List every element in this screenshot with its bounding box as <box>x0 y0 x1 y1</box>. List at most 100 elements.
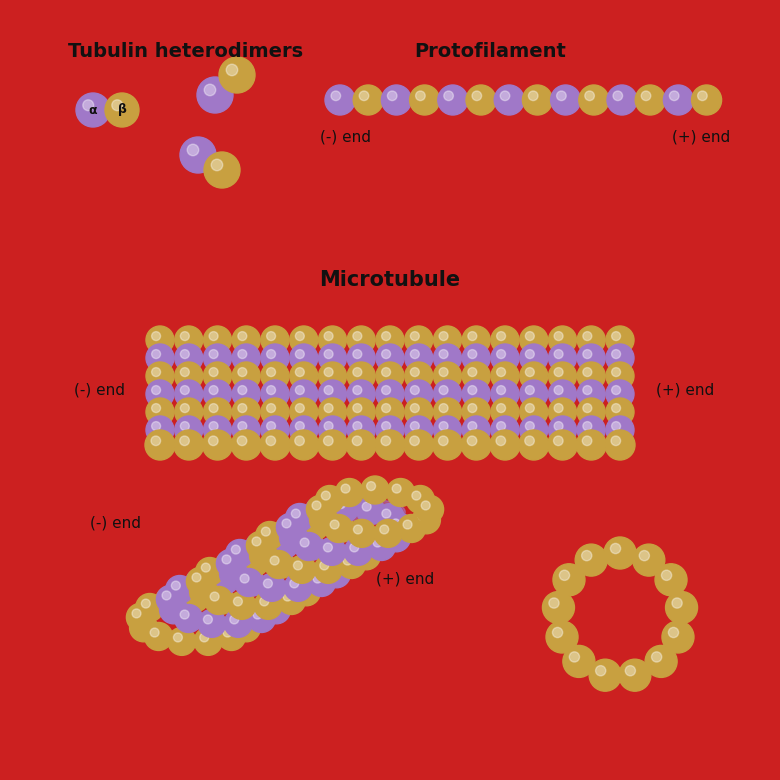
Circle shape <box>468 349 477 359</box>
Circle shape <box>296 403 304 413</box>
Circle shape <box>215 551 243 579</box>
Circle shape <box>212 592 221 601</box>
Circle shape <box>583 332 592 341</box>
Circle shape <box>559 570 569 580</box>
Circle shape <box>405 398 433 426</box>
Circle shape <box>665 591 697 623</box>
Circle shape <box>180 137 216 173</box>
Circle shape <box>260 430 290 460</box>
Circle shape <box>207 587 235 615</box>
Circle shape <box>216 549 244 577</box>
Circle shape <box>635 85 665 115</box>
Circle shape <box>264 579 272 588</box>
Circle shape <box>236 604 264 631</box>
Circle shape <box>151 422 161 431</box>
Circle shape <box>577 416 605 444</box>
Circle shape <box>160 596 187 624</box>
Circle shape <box>226 594 254 622</box>
Circle shape <box>324 403 333 413</box>
Circle shape <box>382 524 410 551</box>
Circle shape <box>376 380 404 408</box>
Circle shape <box>612 349 621 359</box>
Circle shape <box>316 485 344 513</box>
Circle shape <box>151 349 161 359</box>
Circle shape <box>577 326 605 354</box>
Circle shape <box>497 367 505 377</box>
Circle shape <box>258 573 285 601</box>
Circle shape <box>112 100 122 111</box>
Circle shape <box>367 481 375 491</box>
Circle shape <box>267 551 295 579</box>
Circle shape <box>392 484 401 493</box>
Circle shape <box>606 398 634 426</box>
Circle shape <box>312 501 321 510</box>
Circle shape <box>519 326 548 354</box>
Circle shape <box>175 604 203 633</box>
Circle shape <box>241 609 250 618</box>
Circle shape <box>548 430 577 460</box>
Circle shape <box>388 91 397 101</box>
Circle shape <box>410 403 420 413</box>
Circle shape <box>204 587 232 615</box>
Circle shape <box>225 566 234 574</box>
Circle shape <box>295 436 304 445</box>
Circle shape <box>175 362 203 390</box>
Circle shape <box>439 422 448 431</box>
Circle shape <box>577 344 605 372</box>
Circle shape <box>146 362 174 390</box>
Circle shape <box>145 430 175 460</box>
Circle shape <box>289 416 317 444</box>
Circle shape <box>186 590 196 598</box>
Circle shape <box>180 367 190 377</box>
Circle shape <box>232 599 241 608</box>
Circle shape <box>416 495 444 523</box>
Circle shape <box>232 398 261 426</box>
Circle shape <box>232 614 261 642</box>
Circle shape <box>439 332 448 341</box>
Circle shape <box>466 85 496 115</box>
Circle shape <box>261 398 289 426</box>
Circle shape <box>697 91 707 101</box>
Text: (-) end: (-) end <box>90 515 141 530</box>
Circle shape <box>324 422 333 431</box>
Circle shape <box>192 573 201 582</box>
Circle shape <box>548 380 576 408</box>
Circle shape <box>528 91 538 101</box>
Circle shape <box>204 84 216 96</box>
Circle shape <box>376 504 404 531</box>
Circle shape <box>260 597 269 606</box>
Circle shape <box>324 543 332 552</box>
Circle shape <box>325 85 355 115</box>
Circle shape <box>262 596 290 624</box>
Circle shape <box>353 85 383 115</box>
Circle shape <box>292 563 301 572</box>
Circle shape <box>278 587 306 615</box>
Circle shape <box>288 555 316 583</box>
Circle shape <box>606 344 634 372</box>
Circle shape <box>261 326 289 354</box>
Circle shape <box>318 326 346 354</box>
Circle shape <box>285 504 314 531</box>
Circle shape <box>606 380 634 408</box>
Circle shape <box>324 436 333 445</box>
Circle shape <box>497 403 505 413</box>
Text: (-) end: (-) end <box>75 382 126 398</box>
Circle shape <box>381 367 391 377</box>
Circle shape <box>175 416 203 444</box>
Circle shape <box>551 85 580 115</box>
Circle shape <box>604 537 636 569</box>
Circle shape <box>204 615 212 624</box>
Circle shape <box>398 515 425 542</box>
Circle shape <box>186 567 214 595</box>
Circle shape <box>583 349 592 359</box>
Circle shape <box>204 362 232 390</box>
Circle shape <box>439 367 448 377</box>
Circle shape <box>583 403 592 413</box>
Circle shape <box>348 519 376 548</box>
Circle shape <box>144 622 172 651</box>
Circle shape <box>557 91 566 101</box>
Circle shape <box>500 91 510 101</box>
Circle shape <box>338 551 366 579</box>
Circle shape <box>317 430 348 460</box>
Circle shape <box>387 478 414 506</box>
